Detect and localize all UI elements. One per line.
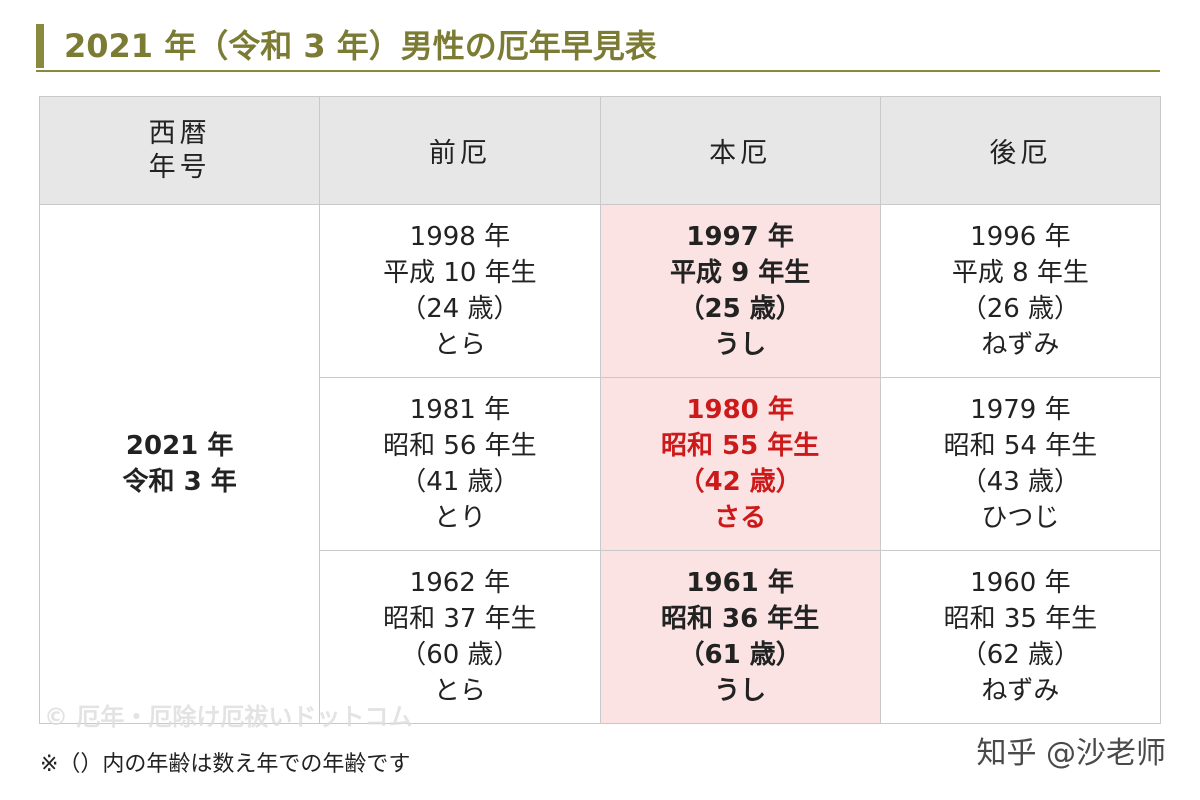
cell-birth-era: 昭和 36 年生 <box>660 604 820 634</box>
table-row: 1962 年 昭和 37 年生 （60 歳） とら 1961 年 昭和 36 年… <box>40 550 1162 724</box>
cell-age: （62 歳） <box>960 640 1081 670</box>
cell-zodiac: さる <box>714 503 767 533</box>
table-row: 1981 年 昭和 56 年生 （41 歳） とり 1980 年 昭和 55 年… <box>40 377 1162 551</box>
table-row: 2021 年 令和 3 年 1998 年 平成 10 年生 （24 歳） とら … <box>38 204 1162 724</box>
honyaku-cell-current: 1980 年 昭和 55 年生 （42 歳） さる <box>599 377 881 551</box>
table-header-row: 西暦 年号 前厄 本厄 後厄 <box>38 96 1162 205</box>
cell-birth-era: 平成 8 年生 <box>951 258 1089 288</box>
cell-birth-era: 平成 10 年生 <box>383 258 537 288</box>
cell-birth-era: 平成 9 年生 <box>670 258 811 288</box>
cell-zodiac: とら <box>433 676 486 706</box>
cell-year: 1980 年 <box>686 395 794 425</box>
cell-year: 1979 年 <box>970 395 1071 425</box>
cell-year: 1961 年 <box>686 568 794 598</box>
header-maeyaku: 前厄 <box>319 96 601 205</box>
source-credit: 知乎 @沙老师 <box>976 736 1166 771</box>
title-bar: 2021 年（令和 3 年）男性の厄年早見表 <box>36 18 1160 72</box>
cell-birth-era: 昭和 54 年生 <box>943 431 1098 461</box>
cell-year: 1981 年 <box>409 395 511 425</box>
footnote: ※（）内の年齢は数え年での年齢です <box>40 752 411 777</box>
header-era-line2: 年号 <box>148 151 211 183</box>
cell-age: （24 歳） <box>400 294 520 324</box>
era-year: 2021 年 <box>125 431 234 461</box>
cell-age: （26 歳） <box>960 294 1081 324</box>
cell-zodiac: ひつじ <box>981 503 1060 533</box>
cell-zodiac: ねずみ <box>981 676 1060 706</box>
cell-zodiac: うし <box>714 330 767 360</box>
era-cell: 2021 年 令和 3 年 <box>38 204 321 724</box>
cell-zodiac: うし <box>714 676 767 706</box>
header-atoyaku: 後厄 <box>879 96 1162 205</box>
honyaku-cell: 1961 年 昭和 36 年生 （61 歳） うし <box>599 550 881 724</box>
atoyaku-cell: 1996 年 平成 8 年生 （26 歳） ねずみ <box>879 204 1162 378</box>
cell-birth-era: 昭和 55 年生 <box>660 431 820 461</box>
cell-year: 1996 年 <box>970 222 1071 252</box>
header-honyaku: 本厄 <box>599 96 881 205</box>
header-era: 西暦 年号 <box>38 96 321 205</box>
cell-birth-era: 昭和 56 年生 <box>383 431 537 461</box>
cell-year: 1960 年 <box>970 568 1071 598</box>
maeyaku-cell: 1962 年 昭和 37 年生 （60 歳） とら <box>319 550 601 724</box>
cell-zodiac: ねずみ <box>981 330 1060 360</box>
cell-year: 1997 年 <box>686 222 794 252</box>
cell-birth-era: 昭和 35 年生 <box>943 604 1098 634</box>
cell-age: （41 歳） <box>400 467 520 497</box>
yakudoshi-table: 西暦 年号 前厄 本厄 後厄 2021 年 令和 3 年 1998 年 平成 1… <box>38 96 1162 724</box>
cell-age: （42 歳） <box>678 467 802 497</box>
era-reiwa: 令和 3 年 <box>122 467 237 497</box>
maeyaku-cell: 1981 年 昭和 56 年生 （41 歳） とり <box>319 377 601 551</box>
title-accent-bar <box>36 24 44 68</box>
maeyaku-cell: 1998 年 平成 10 年生 （24 歳） とら <box>319 204 601 378</box>
atoyaku-cell: 1960 年 昭和 35 年生 （62 歳） ねずみ <box>879 550 1162 724</box>
cell-age: （61 歳） <box>678 640 802 670</box>
page-title: 2021 年（令和 3 年）男性の厄年早見表 <box>64 27 657 65</box>
honyaku-cell: 1997 年 平成 9 年生 （25 歳） うし <box>599 204 881 378</box>
cell-zodiac: とら <box>433 330 486 360</box>
cell-zodiac: とり <box>433 503 486 533</box>
cell-birth-era: 昭和 37 年生 <box>383 604 537 634</box>
cell-age: （25 歳） <box>678 294 802 324</box>
cell-year: 1998 年 <box>409 222 511 252</box>
cell-year: 1962 年 <box>409 568 511 598</box>
cell-age: （43 歳） <box>960 467 1081 497</box>
cell-age: （60 歳） <box>400 640 520 670</box>
header-era-line1: 西暦 <box>148 117 211 149</box>
atoyaku-cell: 1979 年 昭和 54 年生 （43 歳） ひつじ <box>879 377 1162 551</box>
watermark: © 厄年・厄除け厄祓いドットコム <box>44 703 413 731</box>
